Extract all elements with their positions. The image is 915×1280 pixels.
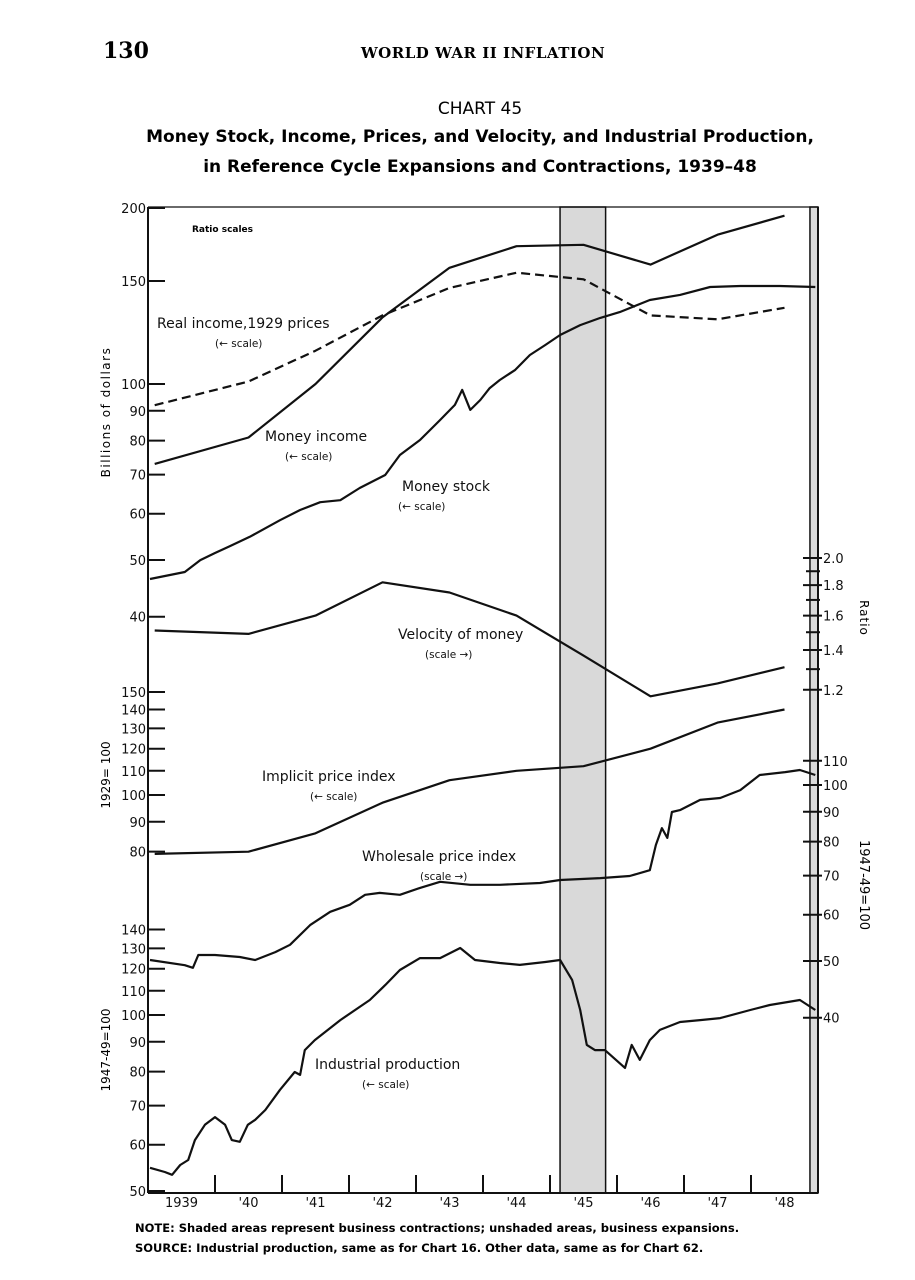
y-axis-title-1929: 1929= 100	[99, 741, 113, 808]
x-tick-label: '46	[640, 1196, 660, 1211]
page-number: 130	[103, 38, 149, 64]
y-axis-title-production: 1947-49=100	[99, 1008, 113, 1091]
y-tick-label-production: 50	[129, 1185, 146, 1200]
x-tick-label: '44	[506, 1196, 526, 1211]
y-tick-label-index1929: 90	[129, 816, 146, 831]
note-text: Shaded areas represent business contract…	[179, 1221, 739, 1235]
label-implicit-price: Implicit price index	[262, 769, 396, 785]
y-tick-label-production: 110	[121, 985, 146, 1000]
chart-label: CHART 45	[438, 99, 522, 119]
x-tick-label: '47	[707, 1196, 727, 1211]
y-tick-label-index1929: 130	[121, 722, 146, 737]
y-axis-title-wholesale: 1947-49=100	[856, 840, 871, 930]
x-tick-label: '42	[372, 1196, 392, 1211]
x-tick-label: '41	[305, 1196, 325, 1211]
plot-frame	[147, 206, 819, 1194]
y-axis-title-ratio: Ratio	[857, 600, 871, 636]
y-tick-label-production: 70	[129, 1100, 146, 1115]
source-line: SOURCE: Industrial production, same as f…	[135, 1241, 703, 1255]
note-label: NOTE:	[135, 1221, 175, 1235]
label-money-stock-scale: (← scale)	[398, 501, 445, 513]
series-line-wholesale-price-index	[149, 768, 816, 969]
series-line-implicit-price-index	[154, 708, 785, 855]
y-tick-label-ratio: 1.2	[823, 684, 844, 699]
x-tick-label: 1939	[165, 1196, 198, 1211]
y-tick-label-ratio: 1.4	[823, 644, 844, 659]
y-tick-label-wholesale: 100	[823, 779, 848, 794]
y-tick-label-dollars: 80	[129, 435, 146, 450]
y-tick-label-dollars: 50	[129, 554, 146, 569]
y-tick-label-index1929: 110	[121, 765, 146, 780]
series-line-velocity-of-money	[154, 581, 785, 698]
label-money-stock: Money stock	[402, 479, 491, 495]
label-money-income: Money income	[265, 429, 367, 445]
y-tick-label-wholesale: 80	[823, 836, 840, 851]
series-line-money-stock	[149, 284, 816, 581]
label-industrial-production-scale: (← scale)	[362, 1079, 409, 1091]
x-tick-label: '48	[774, 1196, 794, 1211]
contraction-shade	[559, 206, 607, 1194]
label-real-income: Real income,1929 prices	[157, 316, 330, 332]
y-tick-label-dollars: 150	[121, 275, 146, 290]
y-tick-label-dollars: 200	[121, 202, 146, 217]
ratio-scales-note: Ratio scales	[192, 225, 253, 235]
y-tick-label-index1929: 150	[121, 686, 146, 701]
chart-title-line1: Money Stock, Income, Prices, and Velocit…	[146, 127, 814, 147]
series-line-money-income	[154, 214, 785, 465]
running-head: WORLD WAR II INFLATION	[360, 44, 605, 62]
label-velocity: Velocity of money	[398, 627, 523, 643]
y-tick-label-dollars: 60	[129, 508, 146, 523]
y-tick-label-index1929: 140	[121, 704, 146, 719]
y-tick-label-production: 90	[129, 1036, 146, 1051]
series-labels: Real income,1929 prices (← scale) Money …	[157, 316, 523, 1091]
y-tick-label-ratio: 1.6	[823, 610, 844, 625]
source-label: SOURCE:	[135, 1241, 192, 1255]
notes: NOTE: Shaded areas represent business co…	[135, 1221, 739, 1255]
note-line: NOTE: Shaded areas represent business co…	[135, 1221, 739, 1235]
y-tick-label-dollars: 40	[129, 611, 146, 626]
y-tick-label-production: 100	[121, 1009, 146, 1024]
y-tick-label-production: 120	[121, 963, 146, 978]
series-line-real-income-1929-prices	[154, 271, 785, 407]
y-tick-label-index1929: 80	[129, 846, 146, 861]
label-velocity-scale: (scale →)	[425, 649, 472, 661]
series-line-industrial-production	[149, 946, 816, 1176]
label-industrial-production: Industrial production	[315, 1057, 460, 1073]
label-wholesale-price: Wholesale price index	[362, 849, 516, 865]
y-tick-label-production: 80	[129, 1066, 146, 1081]
source-text: Industrial production, same as for Chart…	[196, 1241, 703, 1255]
y-tick-label-dollars: 90	[129, 405, 146, 420]
label-wholesale-price-scale: (scale →)	[420, 871, 467, 883]
y-tick-label-wholesale: 90	[823, 806, 840, 821]
y-axis-title-dollars: Billions of dollars	[99, 347, 113, 478]
y-tick-label-ratio: 2.0	[823, 552, 844, 567]
y-tick-label-index1929: 120	[121, 743, 146, 758]
y-tick-label-wholesale: 110	[823, 755, 848, 770]
y-tick-label-production: 130	[121, 942, 146, 957]
label-real-income-scale: (← scale)	[215, 338, 262, 350]
x-tick-label: '40	[238, 1196, 258, 1211]
chart-title-line2: in Reference Cycle Expansions and Contra…	[203, 157, 757, 177]
y-tick-label-production: 60	[129, 1139, 146, 1154]
y-tick-label-wholesale: 50	[823, 955, 840, 970]
label-implicit-price-scale: (← scale)	[310, 791, 357, 803]
y-tick-label-wholesale: 40	[823, 1012, 840, 1027]
y-tick-label-ratio: 1.8	[823, 579, 844, 594]
contraction-shade	[809, 206, 819, 1194]
x-tick-label: '45	[573, 1196, 593, 1211]
y-tick-label-index1929: 100	[121, 789, 146, 804]
y-tick-label-dollars: 70	[129, 469, 146, 484]
y-tick-label-production: 140	[121, 924, 146, 939]
y-tick-label-wholesale: 70	[823, 870, 840, 885]
y-tick-label-wholesale: 60	[823, 909, 840, 924]
label-money-income-scale: (← scale)	[285, 451, 332, 463]
y-tick-label-dollars: 100	[121, 378, 146, 393]
x-tick-label: '43	[439, 1196, 459, 1211]
